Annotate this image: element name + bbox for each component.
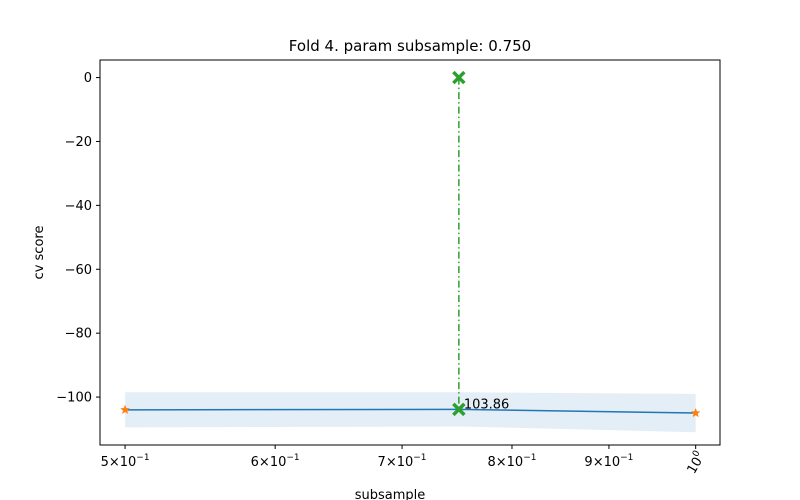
axes-frame [99, 59, 721, 446]
x-tick-label: 8×10−1 [487, 453, 536, 470]
tried-point-star [690, 407, 701, 418]
markers [120, 70, 701, 418]
y-ticks: 0 −20 −40 −60 −80 −100 [56, 71, 100, 406]
y-tick-label: −60 [65, 263, 92, 278]
y-tick-label: −100 [56, 391, 92, 406]
plot-lines [125, 77, 696, 414]
x-axis-label: subsample [355, 488, 426, 500]
score-std-band [125, 392, 696, 433]
y-axis-label: cv score [32, 226, 47, 280]
x-ticks: 5×10−1 6×10−1 7×10−1 8×10−1 9×10−1 100 [101, 445, 709, 477]
x-tick-label: 9×10−1 [584, 453, 633, 470]
y-tick-label: −20 [65, 135, 92, 150]
x-tick-label: 6×10−1 [251, 453, 300, 470]
selected-score-marker [452, 402, 466, 417]
chart-title: Fold 4. param subsample: 0.750 [289, 37, 531, 55]
selected-score-annotation: 103.86 [464, 397, 510, 412]
y-tick-label: −80 [65, 327, 92, 342]
y-tick-label: 0 [84, 71, 92, 86]
x-tick-label: 5×10−1 [101, 453, 150, 470]
x-tick-label: 100 [683, 449, 709, 477]
y-tick-label: −40 [65, 199, 92, 214]
score-bands [125, 392, 696, 433]
selected-top-marker [452, 70, 466, 85]
tried-point-star [120, 404, 131, 415]
x-tick-label: 7×10−1 [378, 453, 427, 470]
